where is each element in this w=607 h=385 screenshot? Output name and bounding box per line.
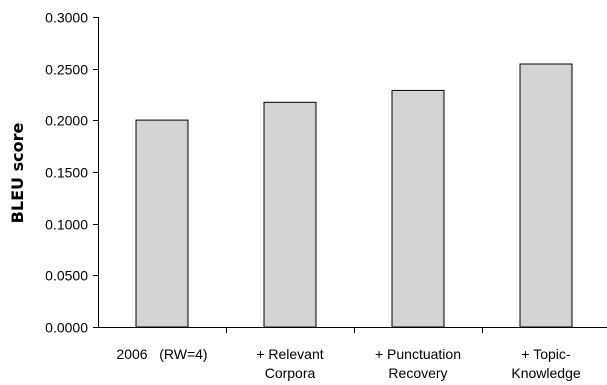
y-tick-label: 0.1000: [45, 217, 88, 233]
y-tick-label: 0.1500: [45, 165, 88, 181]
x-tick-labels: 2006 (RW=4) + Relevant Corpora + Punctuatio…: [116, 346, 580, 381]
bars: [135, 63, 573, 328]
bar-2: [263, 101, 317, 328]
y-axis-label: BLEU score: [8, 123, 27, 224]
x-tick-label: + Punctuation Recovery: [375, 346, 461, 381]
y-tick-label: 0.2500: [45, 62, 88, 78]
x-tick-label: + Topic-Knowledge: [511, 346, 580, 381]
bar-1: [135, 119, 189, 328]
bar-4: [519, 63, 573, 328]
y-tick-label: 0.3000: [45, 10, 88, 26]
bar-3: [391, 89, 445, 328]
y-tick-label: 0.0000: [45, 320, 88, 336]
y-tick-label: 0.0500: [45, 268, 88, 284]
x-tick-label: + Relevant Corpora: [256, 346, 323, 381]
x-tick-label: 2006 (RW=4): [116, 346, 207, 362]
y-tick-label: 0.2000: [45, 113, 88, 129]
y-ticks: 0.0000 0.0500 0.1000 0.1500 0.2000 0.2500 0.30…: [45, 10, 99, 336]
